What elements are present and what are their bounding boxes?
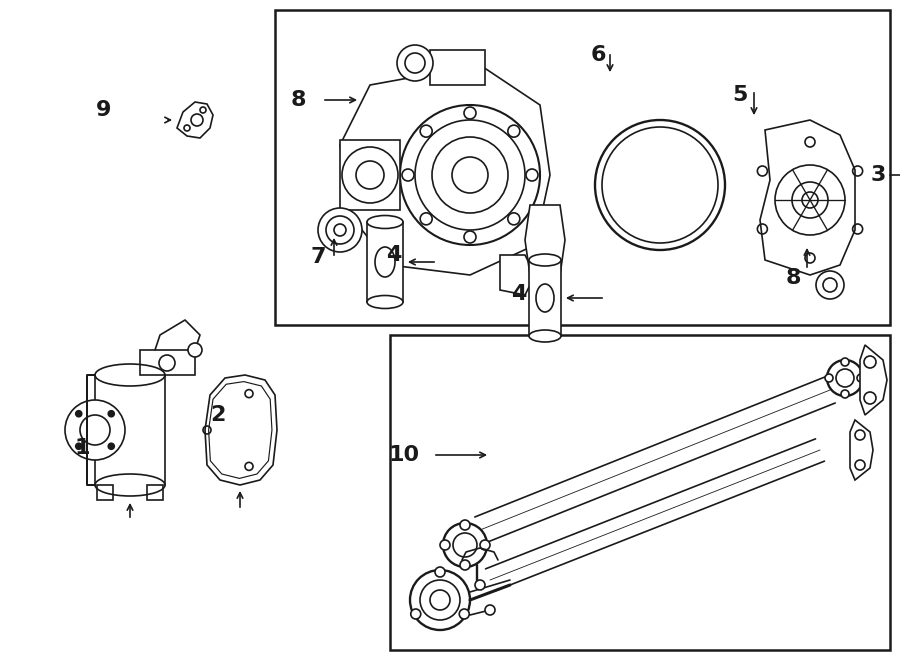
Bar (529, 260, 561, 336)
Circle shape (415, 120, 525, 230)
Polygon shape (860, 345, 887, 415)
Circle shape (410, 609, 421, 619)
Bar (340, 140, 400, 210)
Circle shape (864, 356, 876, 368)
Bar (430, 50, 485, 85)
Bar (275, 10, 890, 325)
Circle shape (464, 107, 476, 119)
Bar (367, 222, 403, 302)
Circle shape (326, 216, 354, 244)
Circle shape (420, 213, 432, 225)
Ellipse shape (95, 364, 165, 386)
Text: 8: 8 (785, 268, 801, 288)
Circle shape (420, 580, 460, 620)
Circle shape (342, 147, 398, 203)
Circle shape (76, 444, 82, 449)
Text: 10: 10 (389, 445, 419, 465)
Polygon shape (850, 420, 873, 480)
Circle shape (485, 605, 495, 615)
Bar (390, 335, 890, 650)
Circle shape (191, 114, 203, 126)
Circle shape (841, 390, 849, 398)
Bar (147, 485, 163, 500)
Circle shape (432, 137, 508, 213)
Circle shape (443, 523, 487, 567)
Text: 4: 4 (511, 284, 526, 304)
Circle shape (855, 460, 865, 470)
Circle shape (825, 374, 833, 382)
Ellipse shape (536, 284, 554, 312)
Text: 1: 1 (74, 438, 90, 458)
Text: 7: 7 (310, 247, 326, 267)
Circle shape (108, 444, 114, 449)
Circle shape (508, 213, 520, 225)
Circle shape (65, 400, 125, 460)
Circle shape (855, 430, 865, 440)
Circle shape (836, 369, 854, 387)
Text: 6: 6 (590, 45, 606, 65)
Circle shape (453, 533, 477, 557)
Text: 4: 4 (386, 245, 401, 265)
Ellipse shape (529, 254, 561, 266)
Polygon shape (500, 255, 535, 295)
Circle shape (460, 560, 470, 570)
Bar (97, 485, 113, 500)
Circle shape (475, 580, 485, 590)
Circle shape (405, 53, 425, 73)
Ellipse shape (375, 247, 395, 277)
Circle shape (841, 358, 849, 366)
Circle shape (464, 231, 476, 243)
Circle shape (827, 360, 863, 396)
Polygon shape (340, 65, 550, 275)
Text: 3: 3 (870, 165, 886, 185)
Circle shape (459, 609, 469, 619)
Circle shape (526, 169, 538, 181)
Circle shape (76, 410, 82, 416)
Circle shape (460, 520, 470, 530)
Ellipse shape (367, 215, 403, 229)
Bar (140, 350, 195, 375)
Ellipse shape (367, 295, 403, 309)
Ellipse shape (95, 474, 165, 496)
Text: 2: 2 (211, 405, 226, 425)
Circle shape (508, 125, 520, 137)
Circle shape (420, 125, 432, 137)
Circle shape (397, 45, 433, 81)
Circle shape (108, 410, 114, 416)
Polygon shape (525, 205, 565, 275)
Circle shape (159, 355, 175, 371)
Ellipse shape (529, 330, 561, 342)
Circle shape (402, 169, 414, 181)
Circle shape (80, 415, 110, 445)
Circle shape (864, 392, 876, 404)
Circle shape (430, 590, 450, 610)
Circle shape (452, 157, 488, 193)
Circle shape (400, 105, 540, 245)
Circle shape (857, 374, 865, 382)
Circle shape (356, 161, 384, 189)
Circle shape (440, 540, 450, 550)
Circle shape (318, 208, 362, 252)
Circle shape (188, 343, 202, 357)
Text: 8: 8 (290, 90, 306, 110)
Circle shape (435, 567, 445, 577)
Text: 5: 5 (733, 85, 748, 105)
Circle shape (802, 192, 818, 208)
Circle shape (480, 540, 490, 550)
Text: 9: 9 (96, 100, 112, 120)
Circle shape (410, 570, 470, 630)
